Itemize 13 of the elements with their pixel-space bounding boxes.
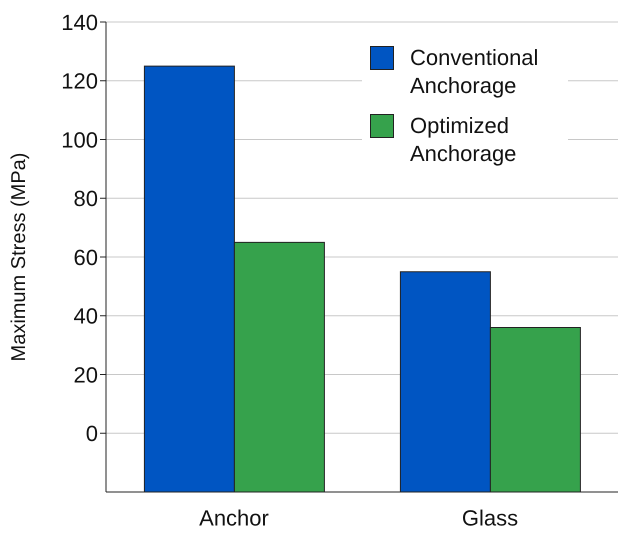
legend-label: Optimized Anchorage — [410, 112, 518, 168]
y-tick-label: 0 — [86, 421, 98, 446]
x-tick-label: Anchor — [199, 506, 269, 531]
y-tick-label: 80 — [74, 186, 98, 212]
legend-label: Conventional Anchorage — [410, 44, 540, 100]
y-tick-label: 140 — [61, 10, 98, 35]
x-tick-label: Glass — [462, 506, 518, 531]
y-tick-label: 20 — [74, 362, 98, 388]
y-tick-label: 60 — [74, 244, 98, 270]
y-tick-label: 40 — [74, 304, 98, 329]
y-tick-label: 120 — [61, 68, 98, 94]
y-axis-title: Maximum Stress (MPa) — [8, 152, 30, 362]
y-tick-label: 100 — [61, 127, 98, 152]
